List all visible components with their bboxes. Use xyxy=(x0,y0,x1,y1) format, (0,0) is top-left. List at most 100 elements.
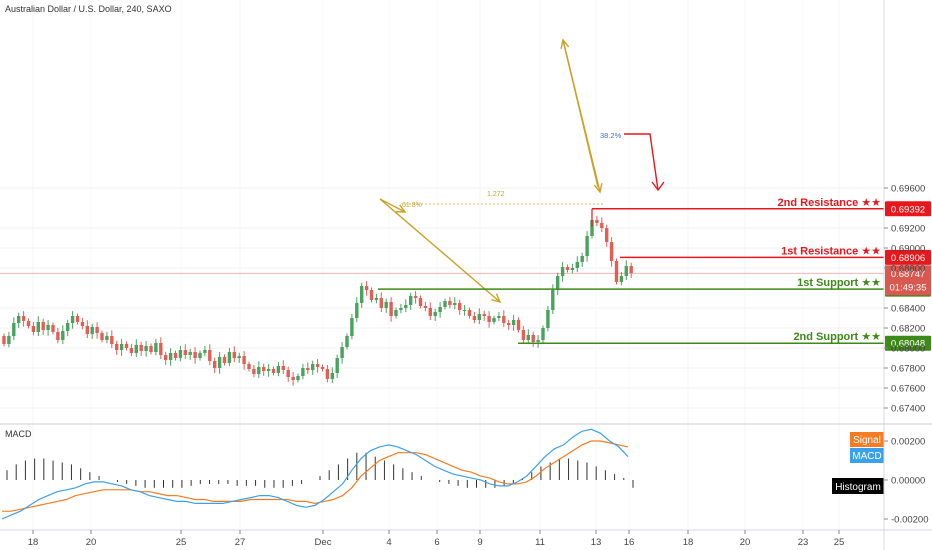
level-price-text: 0.69392 xyxy=(891,204,925,215)
candle-body xyxy=(66,323,70,331)
fib-label-1272: 1.272 xyxy=(487,191,505,198)
fib-arrow-down-head xyxy=(491,293,502,304)
candle-body xyxy=(315,364,320,367)
legend-tag xyxy=(832,478,884,494)
candle-body xyxy=(222,357,227,363)
level-price-text: 0.68906 xyxy=(891,253,925,264)
grid xyxy=(0,0,884,530)
fib-arrow-return-head xyxy=(593,183,603,194)
price-tick-label: 0.69200 xyxy=(891,224,925,235)
candle-body xyxy=(139,345,143,351)
candle-body xyxy=(208,350,212,361)
time-tick-label: 20 xyxy=(740,537,751,548)
time-tick-label: Dec xyxy=(315,537,332,548)
current-price-tag xyxy=(885,265,931,296)
candle-body xyxy=(418,298,423,306)
time-tick-label: 20 xyxy=(86,537,97,548)
time-tick-label: 11 xyxy=(535,537,545,548)
candle-body xyxy=(95,327,99,333)
legend-tag xyxy=(850,448,884,463)
candle-body xyxy=(570,268,575,270)
time-tick-label: 6 xyxy=(434,537,439,548)
fib-label-618: 61.8% xyxy=(402,202,422,209)
candle-body xyxy=(296,376,300,380)
candle-body xyxy=(281,366,285,370)
candle-body xyxy=(404,305,408,308)
candle-body xyxy=(413,296,418,298)
candle-body xyxy=(580,256,584,262)
candle-body xyxy=(605,228,609,242)
candle-body xyxy=(56,332,60,340)
price-levels: 2nd Resistance ★★ 0.69392 1st Resistance ★… xyxy=(378,197,931,351)
candle-body xyxy=(629,266,633,273)
candle-body xyxy=(164,355,168,360)
candle-body xyxy=(619,276,624,282)
candle-body xyxy=(149,346,153,352)
legend-text: MACD xyxy=(852,451,881,462)
candle-body xyxy=(2,336,6,344)
candle-body xyxy=(345,336,349,347)
candle-body xyxy=(70,316,75,323)
candle-body xyxy=(213,361,217,368)
candle-body xyxy=(472,316,477,320)
candle-body xyxy=(173,353,178,358)
candle-body xyxy=(12,323,16,336)
candle-body xyxy=(51,325,55,332)
candle-body xyxy=(110,336,114,344)
candle-body xyxy=(624,266,628,276)
price-tick-label: 0.67600 xyxy=(891,384,925,395)
current-price-text: 0.68747 xyxy=(891,269,925,280)
candle-body xyxy=(556,276,560,290)
candles xyxy=(2,215,633,386)
candle-body xyxy=(585,236,589,256)
candle-body xyxy=(227,352,232,363)
candle-body xyxy=(178,350,183,358)
candle-body xyxy=(198,353,202,358)
candle-body xyxy=(80,322,85,326)
drawings: 61.8% 1.272 38.2% xyxy=(379,38,665,304)
candle-body xyxy=(85,326,89,334)
symbol-title: Australian Dollar / U.S. Dollar, 240, SA… xyxy=(5,4,172,14)
candle-body xyxy=(595,220,599,223)
candle-body xyxy=(311,364,315,370)
candle-body xyxy=(614,261,619,282)
candle-body xyxy=(26,321,31,326)
candle-body xyxy=(75,316,80,322)
candle-body xyxy=(546,310,550,328)
level-label: 2nd Resistance ★★ xyxy=(778,197,882,209)
candle-body xyxy=(541,328,545,340)
candle-body xyxy=(129,348,134,353)
candle-body xyxy=(438,307,442,312)
candle-body xyxy=(325,369,330,379)
fib-arrow-return xyxy=(562,39,601,193)
projection-arrow-head xyxy=(651,181,665,192)
candle-body xyxy=(462,310,467,311)
level-price-tag xyxy=(885,249,931,265)
candle-body xyxy=(364,286,369,290)
time-tick-label: 18 xyxy=(28,537,39,548)
time-tick-label: 4 xyxy=(386,537,391,548)
candle-body xyxy=(458,303,462,310)
candle-body xyxy=(492,318,496,322)
macd-line xyxy=(1,428,629,520)
candle-body xyxy=(575,262,579,268)
level-price-tag xyxy=(885,335,931,351)
candle-body xyxy=(565,267,570,270)
candle-body xyxy=(193,352,197,358)
candle-body xyxy=(521,330,526,340)
candle-body xyxy=(252,369,256,374)
candle-body xyxy=(262,367,266,371)
candle-body xyxy=(502,316,506,323)
candle-body xyxy=(247,364,251,369)
time-tick-label: 16 xyxy=(624,537,635,548)
candle-body xyxy=(389,302,393,316)
candle-body xyxy=(369,290,374,300)
macd-tick-label: 0.00200 xyxy=(891,437,925,448)
candle-body xyxy=(301,368,305,376)
level-label: 1st Support ★★ xyxy=(797,277,881,289)
time-tick-label: 23 xyxy=(798,537,809,548)
macd-tick-label: 0.00000 xyxy=(891,476,925,487)
price-tick-label: 0.68200 xyxy=(891,324,925,335)
